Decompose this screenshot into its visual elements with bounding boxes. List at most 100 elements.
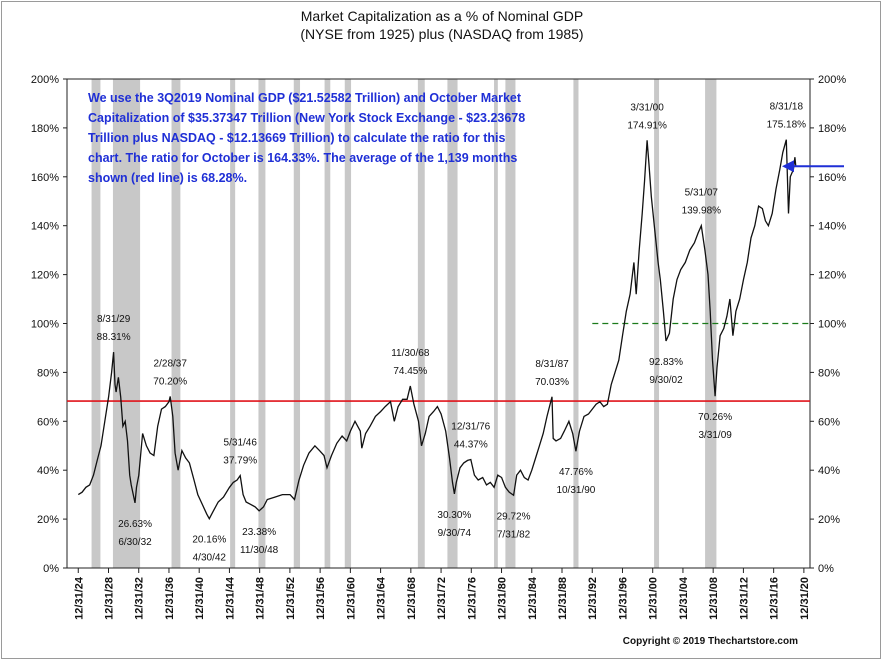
annotation-label: 29.72% bbox=[497, 511, 531, 522]
recession-shade bbox=[91, 79, 101, 568]
y-tick-label-right: 140% bbox=[818, 221, 846, 233]
y-tick-label-left: 200% bbox=[31, 74, 59, 86]
annotation-label: 8/31/18 bbox=[770, 102, 804, 113]
annotation-label: 37.79% bbox=[223, 456, 257, 467]
x-tick-label: 12/31/04 bbox=[678, 576, 690, 620]
x-tick-label: 12/31/12 bbox=[738, 577, 750, 620]
x-tick-label: 12/31/28 bbox=[103, 577, 115, 620]
recession-shade bbox=[171, 79, 181, 568]
x-tick-label: 12/31/64 bbox=[376, 576, 388, 620]
y-tick-label-left: 20% bbox=[37, 514, 59, 526]
x-tick-label: 12/31/56 bbox=[315, 577, 327, 620]
recession-shade bbox=[505, 79, 516, 568]
y-tick-label-right: 100% bbox=[818, 319, 846, 331]
x-tick-label: 12/31/00 bbox=[648, 577, 660, 620]
y-tick-label-right: 40% bbox=[818, 465, 840, 477]
annotation-label: 44.37% bbox=[454, 440, 488, 451]
annotation-label: 10/31/90 bbox=[556, 485, 595, 496]
note-text-line: Capitalization of $35.37347 Trillion (Ne… bbox=[88, 111, 525, 125]
chart-title: Market Capitalization as a % of Nominal … bbox=[300, 8, 584, 24]
annotation-label: 47.76% bbox=[559, 467, 593, 478]
y-tick-label-left: 100% bbox=[31, 319, 59, 331]
x-tick-label: 12/31/24 bbox=[73, 576, 85, 620]
x-tick-label: 12/31/60 bbox=[345, 577, 357, 620]
y-tick-label-right: 120% bbox=[818, 270, 846, 282]
note-text-line: We use the 3Q2019 Nominal GDP ($21.52582… bbox=[88, 91, 522, 105]
recession-shade bbox=[230, 79, 236, 568]
recession-shade bbox=[324, 79, 331, 568]
recession-shade bbox=[573, 79, 579, 568]
annotation-label: 6/30/32 bbox=[118, 537, 152, 548]
y-tick-label-left: 120% bbox=[31, 270, 59, 282]
annotation-label: 3/31/09 bbox=[698, 430, 732, 441]
annotation-label: 23.38% bbox=[242, 527, 276, 538]
annotation-label: 174.91% bbox=[627, 120, 667, 131]
y-tick-label-right: 0% bbox=[818, 563, 834, 575]
copyright-text: Copyright © 2019 Thechartstore.com bbox=[622, 636, 798, 647]
annotation-label: 11/30/48 bbox=[240, 545, 279, 556]
recession-shade bbox=[494, 79, 498, 568]
x-tick-label: 12/31/96 bbox=[617, 577, 629, 620]
x-tick-label: 12/31/20 bbox=[799, 577, 811, 620]
x-tick-label: 12/31/40 bbox=[194, 577, 206, 620]
y-tick-label-left: 160% bbox=[31, 172, 59, 184]
x-tick-label: 12/31/92 bbox=[587, 577, 599, 620]
y-tick-label-right: 60% bbox=[818, 416, 840, 428]
annotation-label: 9/30/74 bbox=[438, 528, 472, 539]
annotation-label: 70.03% bbox=[535, 377, 569, 388]
annotation-label: 70.26% bbox=[698, 412, 732, 423]
y-tick-label-right: 20% bbox=[818, 514, 840, 526]
chart-subtitle: (NYSE from 1925) plus (NASDAQ from 1985) bbox=[300, 26, 584, 42]
current-value-arrow-head bbox=[782, 160, 794, 173]
y-tick-label-left: 0% bbox=[43, 563, 59, 575]
x-tick-label: 12/31/84 bbox=[527, 576, 539, 620]
recession-shade bbox=[344, 79, 352, 568]
x-tick-label: 12/31/48 bbox=[255, 577, 267, 620]
note-text-line: shown (red line) is 68.28%. bbox=[88, 171, 247, 185]
y-tick-label-left: 80% bbox=[37, 367, 59, 379]
x-tick-label: 12/31/68 bbox=[406, 577, 418, 620]
note-text-line: Trillion plus NASDAQ - $12.13669 Trillio… bbox=[88, 131, 505, 145]
annotation-label: 8/31/29 bbox=[97, 314, 131, 325]
x-tick-label: 12/31/52 bbox=[285, 577, 297, 620]
annotation-label: 20.16% bbox=[192, 535, 226, 546]
annotation-label: 12/31/76 bbox=[451, 422, 490, 433]
annotation-label: 139.98% bbox=[682, 206, 722, 217]
annotation-label: 74.45% bbox=[393, 366, 427, 377]
x-tick-label: 12/31/88 bbox=[557, 577, 569, 620]
x-tick-label: 12/31/16 bbox=[769, 577, 781, 620]
y-tick-label-right: 200% bbox=[818, 74, 846, 86]
annotation-label: 8/31/87 bbox=[535, 359, 569, 370]
recession-shade bbox=[417, 79, 425, 568]
annotation-label: 88.31% bbox=[97, 332, 131, 343]
annotation-label: 9/30/02 bbox=[649, 375, 683, 386]
annotation-label: 70.20% bbox=[153, 376, 187, 387]
annotation-label: 92.83% bbox=[649, 357, 683, 368]
annotation-label: 5/31/46 bbox=[224, 438, 258, 449]
annotation-label: 5/31/07 bbox=[685, 188, 719, 199]
y-tick-label-right: 180% bbox=[818, 123, 846, 135]
note-text-line: chart. The ratio for October is 164.33%.… bbox=[88, 151, 517, 165]
y-tick-label-left: 180% bbox=[31, 123, 59, 135]
recession-shade bbox=[293, 79, 301, 568]
recession-shade bbox=[447, 79, 458, 568]
annotation-label: 3/31/00 bbox=[630, 102, 664, 113]
annotation-label: 30.30% bbox=[437, 510, 471, 521]
y-tick-label-right: 160% bbox=[818, 172, 846, 184]
x-tick-label: 12/31/08 bbox=[708, 577, 720, 620]
recession-shade bbox=[112, 79, 141, 568]
annotation-label: 2/28/37 bbox=[154, 358, 188, 369]
y-tick-label-left: 60% bbox=[37, 416, 59, 428]
x-tick-label: 12/31/72 bbox=[436, 577, 448, 620]
x-tick-label: 12/31/36 bbox=[164, 577, 176, 620]
x-tick-label: 12/31/32 bbox=[134, 577, 146, 620]
annotation-label: 26.63% bbox=[118, 519, 152, 530]
annotation-label: 11/30/68 bbox=[391, 348, 430, 359]
annotation-label: 4/30/42 bbox=[193, 553, 227, 564]
recession-shade bbox=[258, 79, 266, 568]
y-tick-label-right: 80% bbox=[818, 367, 840, 379]
annotation-label: 175.18% bbox=[767, 120, 807, 131]
x-tick-label: 12/31/76 bbox=[466, 577, 478, 620]
